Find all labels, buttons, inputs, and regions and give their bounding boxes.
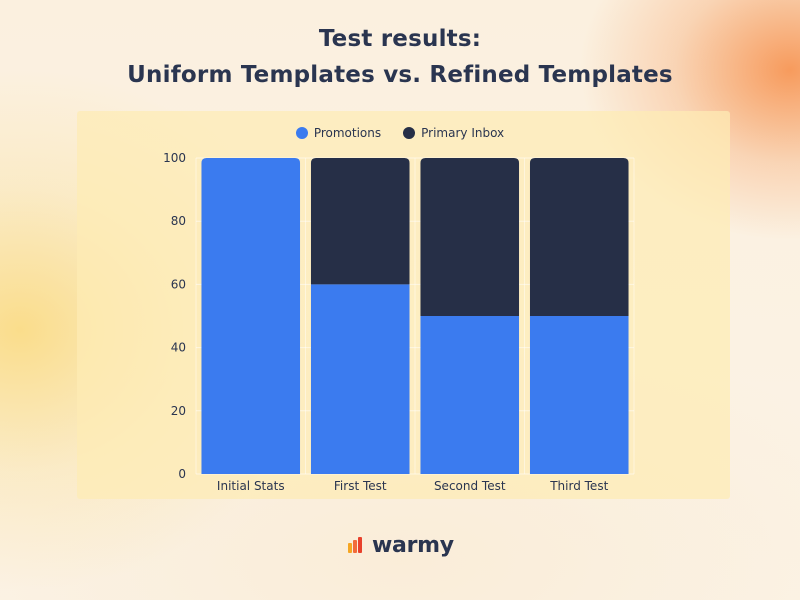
- legend-item-primary-inbox: Primary Inbox: [403, 126, 504, 140]
- bar-promotions-initial-stats: [201, 158, 301, 474]
- legend-swatch-primary-inbox: [403, 127, 416, 139]
- legend-label-primary-inbox: Primary Inbox: [421, 126, 505, 140]
- x-tick-label-third-test: Third Test: [549, 479, 608, 493]
- brand-name: warmy: [372, 533, 454, 558]
- y-tick-label-0: 0: [178, 467, 186, 481]
- bar-promotions-first-test: [310, 284, 410, 474]
- y-tick-label-60: 60: [171, 277, 186, 291]
- bar-promotions-second-test: [420, 316, 520, 474]
- bar-primary-inbox-second-test: [420, 158, 520, 316]
- chart-legend: Promotions Primary Inbox: [0, 126, 800, 140]
- y-tick-label-100: 100: [163, 151, 186, 165]
- legend-swatch-promotions: [295, 127, 308, 139]
- x-tick-label-initial-stats: Initial Stats: [217, 479, 285, 493]
- brand-logo: warmy: [346, 533, 454, 558]
- chart-title-line1: Test results:: [318, 26, 482, 52]
- bar-primary-inbox-first-test: [310, 158, 410, 285]
- x-tick-label-second-test: Second Test: [434, 479, 506, 493]
- x-tick-label-first-test: First Test: [334, 479, 387, 493]
- warmy-logo-icon: [348, 536, 362, 553]
- bar-primary-inbox-third-test: [529, 158, 629, 316]
- y-tick-label-20: 20: [171, 404, 186, 418]
- y-tick-label-40: 40: [171, 341, 186, 355]
- legend-item-promotions: Promotions: [295, 126, 382, 140]
- bar-promotions-third-test: [529, 316, 629, 474]
- chart-title-line2: Uniform Templates vs. Refined Templates: [127, 62, 673, 88]
- y-tick-label-80: 80: [171, 214, 186, 228]
- legend-label-promotions: Promotions: [313, 126, 382, 140]
